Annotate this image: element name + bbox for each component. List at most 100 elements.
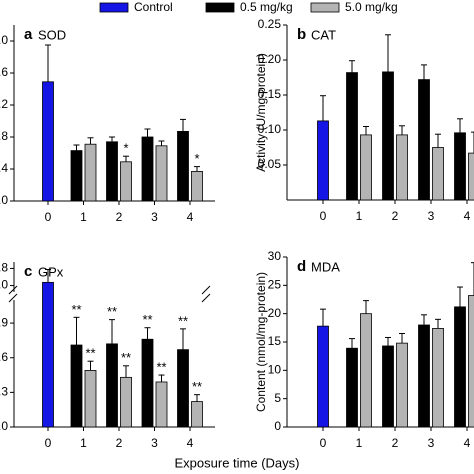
bar bbox=[84, 370, 97, 428]
error-bar bbox=[194, 394, 200, 402]
significance-mark: ** bbox=[192, 379, 202, 394]
x-tick-label: 0 bbox=[45, 436, 52, 450]
error-bar bbox=[109, 136, 115, 142]
y-tick-label: .3 bbox=[0, 385, 8, 399]
legend-swatch bbox=[99, 2, 129, 13]
bar bbox=[346, 347, 358, 428]
bar bbox=[382, 71, 394, 201]
error-bar bbox=[144, 327, 151, 340]
error-bar bbox=[471, 131, 474, 154]
error-bar bbox=[363, 126, 369, 135]
error-bar bbox=[349, 60, 355, 73]
axis-break bbox=[8, 293, 18, 303]
y-tick-label: .8 bbox=[0, 261, 8, 275]
x-tick-label: 2 bbox=[392, 209, 399, 223]
error-bar bbox=[399, 125, 405, 135]
bar bbox=[191, 401, 203, 428]
panel-letter: d bbox=[297, 258, 306, 275]
axis-break bbox=[201, 285, 211, 295]
x-tick-label: 4 bbox=[187, 210, 194, 224]
error-bar bbox=[109, 319, 115, 344]
bar bbox=[454, 306, 466, 428]
y-tick-label: .8 bbox=[0, 129, 8, 143]
panel-title: GPx bbox=[38, 264, 64, 279]
y-tick-label: 0.20 bbox=[258, 52, 282, 66]
bar bbox=[468, 295, 474, 428]
x-tick-label: 0 bbox=[320, 436, 327, 450]
bar bbox=[317, 325, 329, 428]
error-bar bbox=[73, 144, 80, 151]
x-tick-label: 1 bbox=[356, 436, 363, 450]
x-tick-label: 0 bbox=[320, 209, 327, 223]
y-tick-label: .0 bbox=[0, 278, 8, 292]
error-bar bbox=[180, 118, 186, 132]
bar bbox=[70, 150, 83, 202]
error-bar bbox=[385, 34, 391, 72]
x-axis-label: Exposure time (Days) bbox=[175, 455, 300, 470]
significance-mark: ** bbox=[121, 350, 131, 365]
error-bar bbox=[45, 44, 51, 82]
error-bar bbox=[123, 365, 129, 378]
y-tick-label: 20 bbox=[268, 306, 282, 320]
bar bbox=[360, 313, 372, 428]
significance-mark: * bbox=[194, 151, 199, 166]
legend-label: 5.0 mg/kg bbox=[345, 0, 398, 14]
panel-letter: c bbox=[24, 263, 32, 280]
y-tick-label: 0.25 bbox=[258, 17, 282, 31]
y-tick-label: .6 bbox=[0, 350, 8, 364]
bar bbox=[317, 120, 329, 201]
y-tick-label: 0.05 bbox=[258, 157, 282, 171]
error-bar bbox=[421, 64, 427, 80]
bar bbox=[396, 342, 408, 428]
legend-swatch bbox=[310, 2, 340, 13]
error-bar bbox=[421, 314, 427, 325]
y-tick-label: 25 bbox=[268, 278, 282, 292]
axis-break bbox=[201, 293, 211, 303]
bar bbox=[70, 344, 83, 428]
bar bbox=[42, 281, 54, 428]
panel-title: MDA bbox=[311, 259, 340, 274]
y-axis-label: Activity (U/mg-protein) bbox=[254, 53, 268, 172]
bar bbox=[120, 161, 132, 202]
error-bar bbox=[349, 338, 355, 349]
y-tick-label: .6 bbox=[0, 65, 8, 79]
bar bbox=[346, 72, 358, 201]
error-bar bbox=[73, 316, 80, 346]
x-tick-label: 2 bbox=[392, 436, 399, 450]
bar bbox=[177, 130, 189, 202]
x-tick-label: 4 bbox=[187, 436, 194, 450]
bar bbox=[432, 327, 444, 428]
bar bbox=[141, 338, 154, 428]
error-bar bbox=[471, 262, 474, 296]
y-axis-label: Content (nmol/mg-protein) bbox=[254, 272, 268, 412]
error-bar bbox=[435, 133, 441, 148]
y-tick-label: .0 bbox=[0, 33, 8, 47]
bar bbox=[42, 81, 54, 202]
error-bar bbox=[158, 140, 165, 146]
x-tick-label: 2 bbox=[116, 210, 123, 224]
axis-break bbox=[8, 285, 18, 295]
significance-mark: ** bbox=[71, 302, 81, 317]
y-tick-label: .4 bbox=[0, 161, 8, 175]
bar bbox=[106, 141, 118, 202]
x-tick-label: 3 bbox=[151, 436, 158, 450]
error-bar bbox=[180, 328, 186, 350]
y-tick-label: .0 bbox=[0, 419, 8, 433]
x-tick-label: 0 bbox=[45, 210, 52, 224]
error-bar bbox=[45, 269, 51, 283]
y-tick-label: .2 bbox=[0, 97, 8, 111]
y-tick-label: .9 bbox=[0, 315, 8, 329]
error-bar bbox=[87, 360, 94, 371]
y-tick-label: 0.15 bbox=[258, 87, 282, 101]
bar bbox=[360, 134, 372, 201]
significance-mark: * bbox=[123, 141, 128, 156]
x-tick-label: 2 bbox=[116, 436, 123, 450]
bar bbox=[177, 349, 189, 428]
bar bbox=[84, 143, 97, 202]
error-bar bbox=[87, 137, 94, 145]
bar bbox=[432, 147, 444, 201]
legend-label: Control bbox=[134, 0, 173, 14]
error-bar bbox=[363, 300, 369, 314]
significance-mark: ** bbox=[178, 313, 188, 328]
